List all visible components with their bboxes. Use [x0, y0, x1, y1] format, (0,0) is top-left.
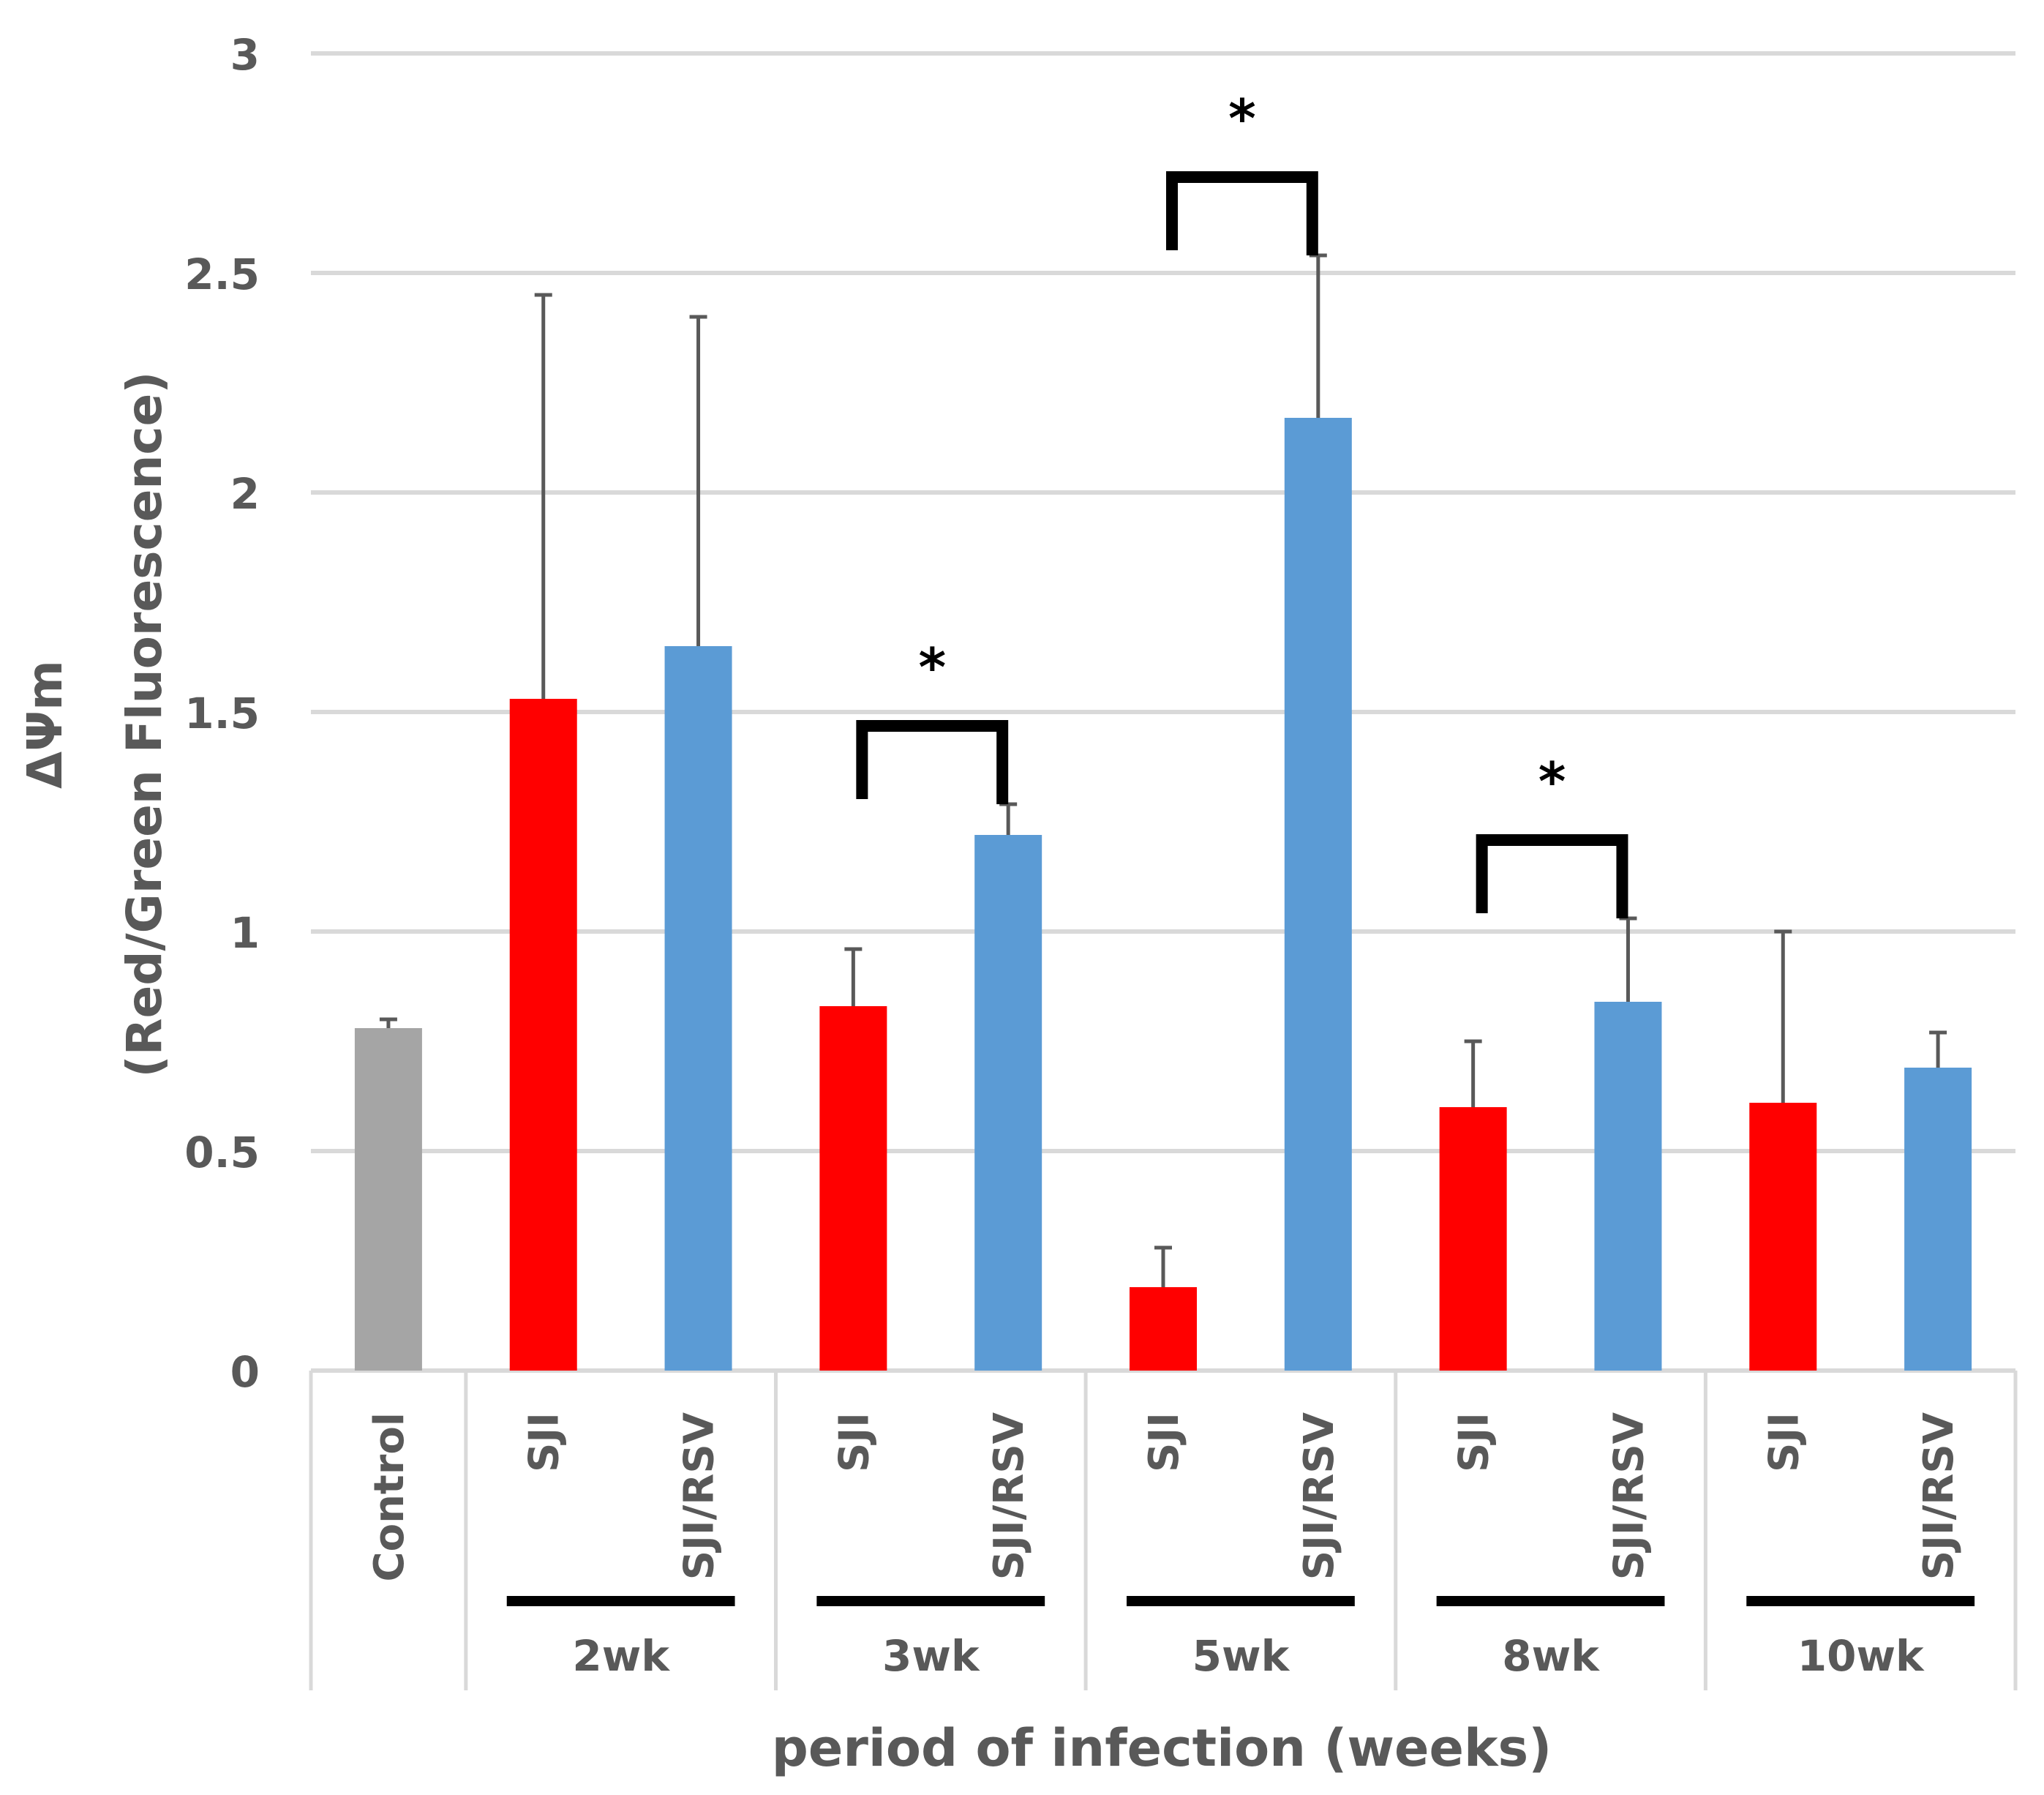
x-category-label: SJI	[830, 1412, 878, 1472]
bar-10wk-sji	[1749, 1103, 1817, 1371]
x-group-label: 3wk	[882, 1631, 980, 1681]
x-category-label: Control	[366, 1412, 413, 1582]
x-category-label: SJI/RSV	[1605, 1412, 1653, 1580]
significance-star: *	[1228, 88, 1256, 149]
x-group-label: 5wk	[1192, 1631, 1290, 1681]
y-tick-label: 1.5	[184, 689, 260, 738]
x-axis-labels: Control SJI SJI/RSV SJI SJI/RSV SJI SJI/RSV SJI…	[366, 1412, 1975, 1681]
x-category-label: SJI	[1760, 1412, 1808, 1472]
significance-bracket	[856, 720, 1009, 804]
y-axis-label-line1: ΔΨm	[17, 660, 73, 789]
x-group-label: 8wk	[1502, 1631, 1600, 1681]
y-tick-label: 1	[230, 908, 260, 958]
bar-5wk-sji-rsv	[1284, 418, 1352, 1371]
bar-2wk-sji	[509, 699, 577, 1371]
bar-3wk-sji-rsv	[974, 835, 1042, 1371]
y-axis-label-line2: (Red/Green Fluorescence)	[116, 372, 173, 1078]
significance-bracket	[1166, 171, 1318, 255]
x-axis-title: period of infection (weeks)	[772, 1718, 1552, 1778]
y-tick-label: 0.5	[184, 1128, 260, 1177]
bar-8wk-sji-rsv	[1594, 1002, 1662, 1371]
y-tick-label: 2.5	[184, 250, 260, 299]
x-category-label: SJI	[1451, 1412, 1498, 1472]
bar-10wk-sji-rsv	[1904, 1068, 1972, 1371]
x-category-label: SJI/RSV	[1915, 1412, 1963, 1580]
y-axis-ticks: 0 0.5 1 1.5 2 2.5 3	[184, 30, 260, 1397]
significance-star: *	[1538, 751, 1566, 812]
bar-8wk-sji	[1439, 1107, 1507, 1371]
bar-3wk-sji	[819, 1006, 887, 1371]
significance-brackets: * * *	[856, 88, 1628, 918]
gridlines	[311, 51, 2015, 1153]
bars	[354, 418, 1972, 1371]
y-tick-label: 3	[230, 30, 260, 80]
y-tick-label: 0	[230, 1347, 260, 1397]
bar-2wk-sji-rsv	[664, 646, 732, 1371]
x-group-label: 2wk	[572, 1631, 670, 1681]
significance-bracket	[1476, 834, 1628, 918]
x-category-label: SJI	[1141, 1412, 1188, 1472]
error-bars	[379, 253, 1947, 1287]
significance-star: *	[918, 637, 946, 698]
bar-control-control	[354, 1028, 422, 1371]
bar-5wk-sji	[1130, 1287, 1197, 1371]
x-category-label: SJI/RSV	[985, 1412, 1033, 1580]
x-group-label: 10wk	[1797, 1631, 1925, 1681]
x-category-label: SJI	[521, 1412, 568, 1472]
y-tick-label: 2	[230, 469, 260, 519]
x-category-label: SJI/RSV	[1296, 1412, 1343, 1580]
x-category-label: SJI/RSV	[676, 1412, 724, 1580]
